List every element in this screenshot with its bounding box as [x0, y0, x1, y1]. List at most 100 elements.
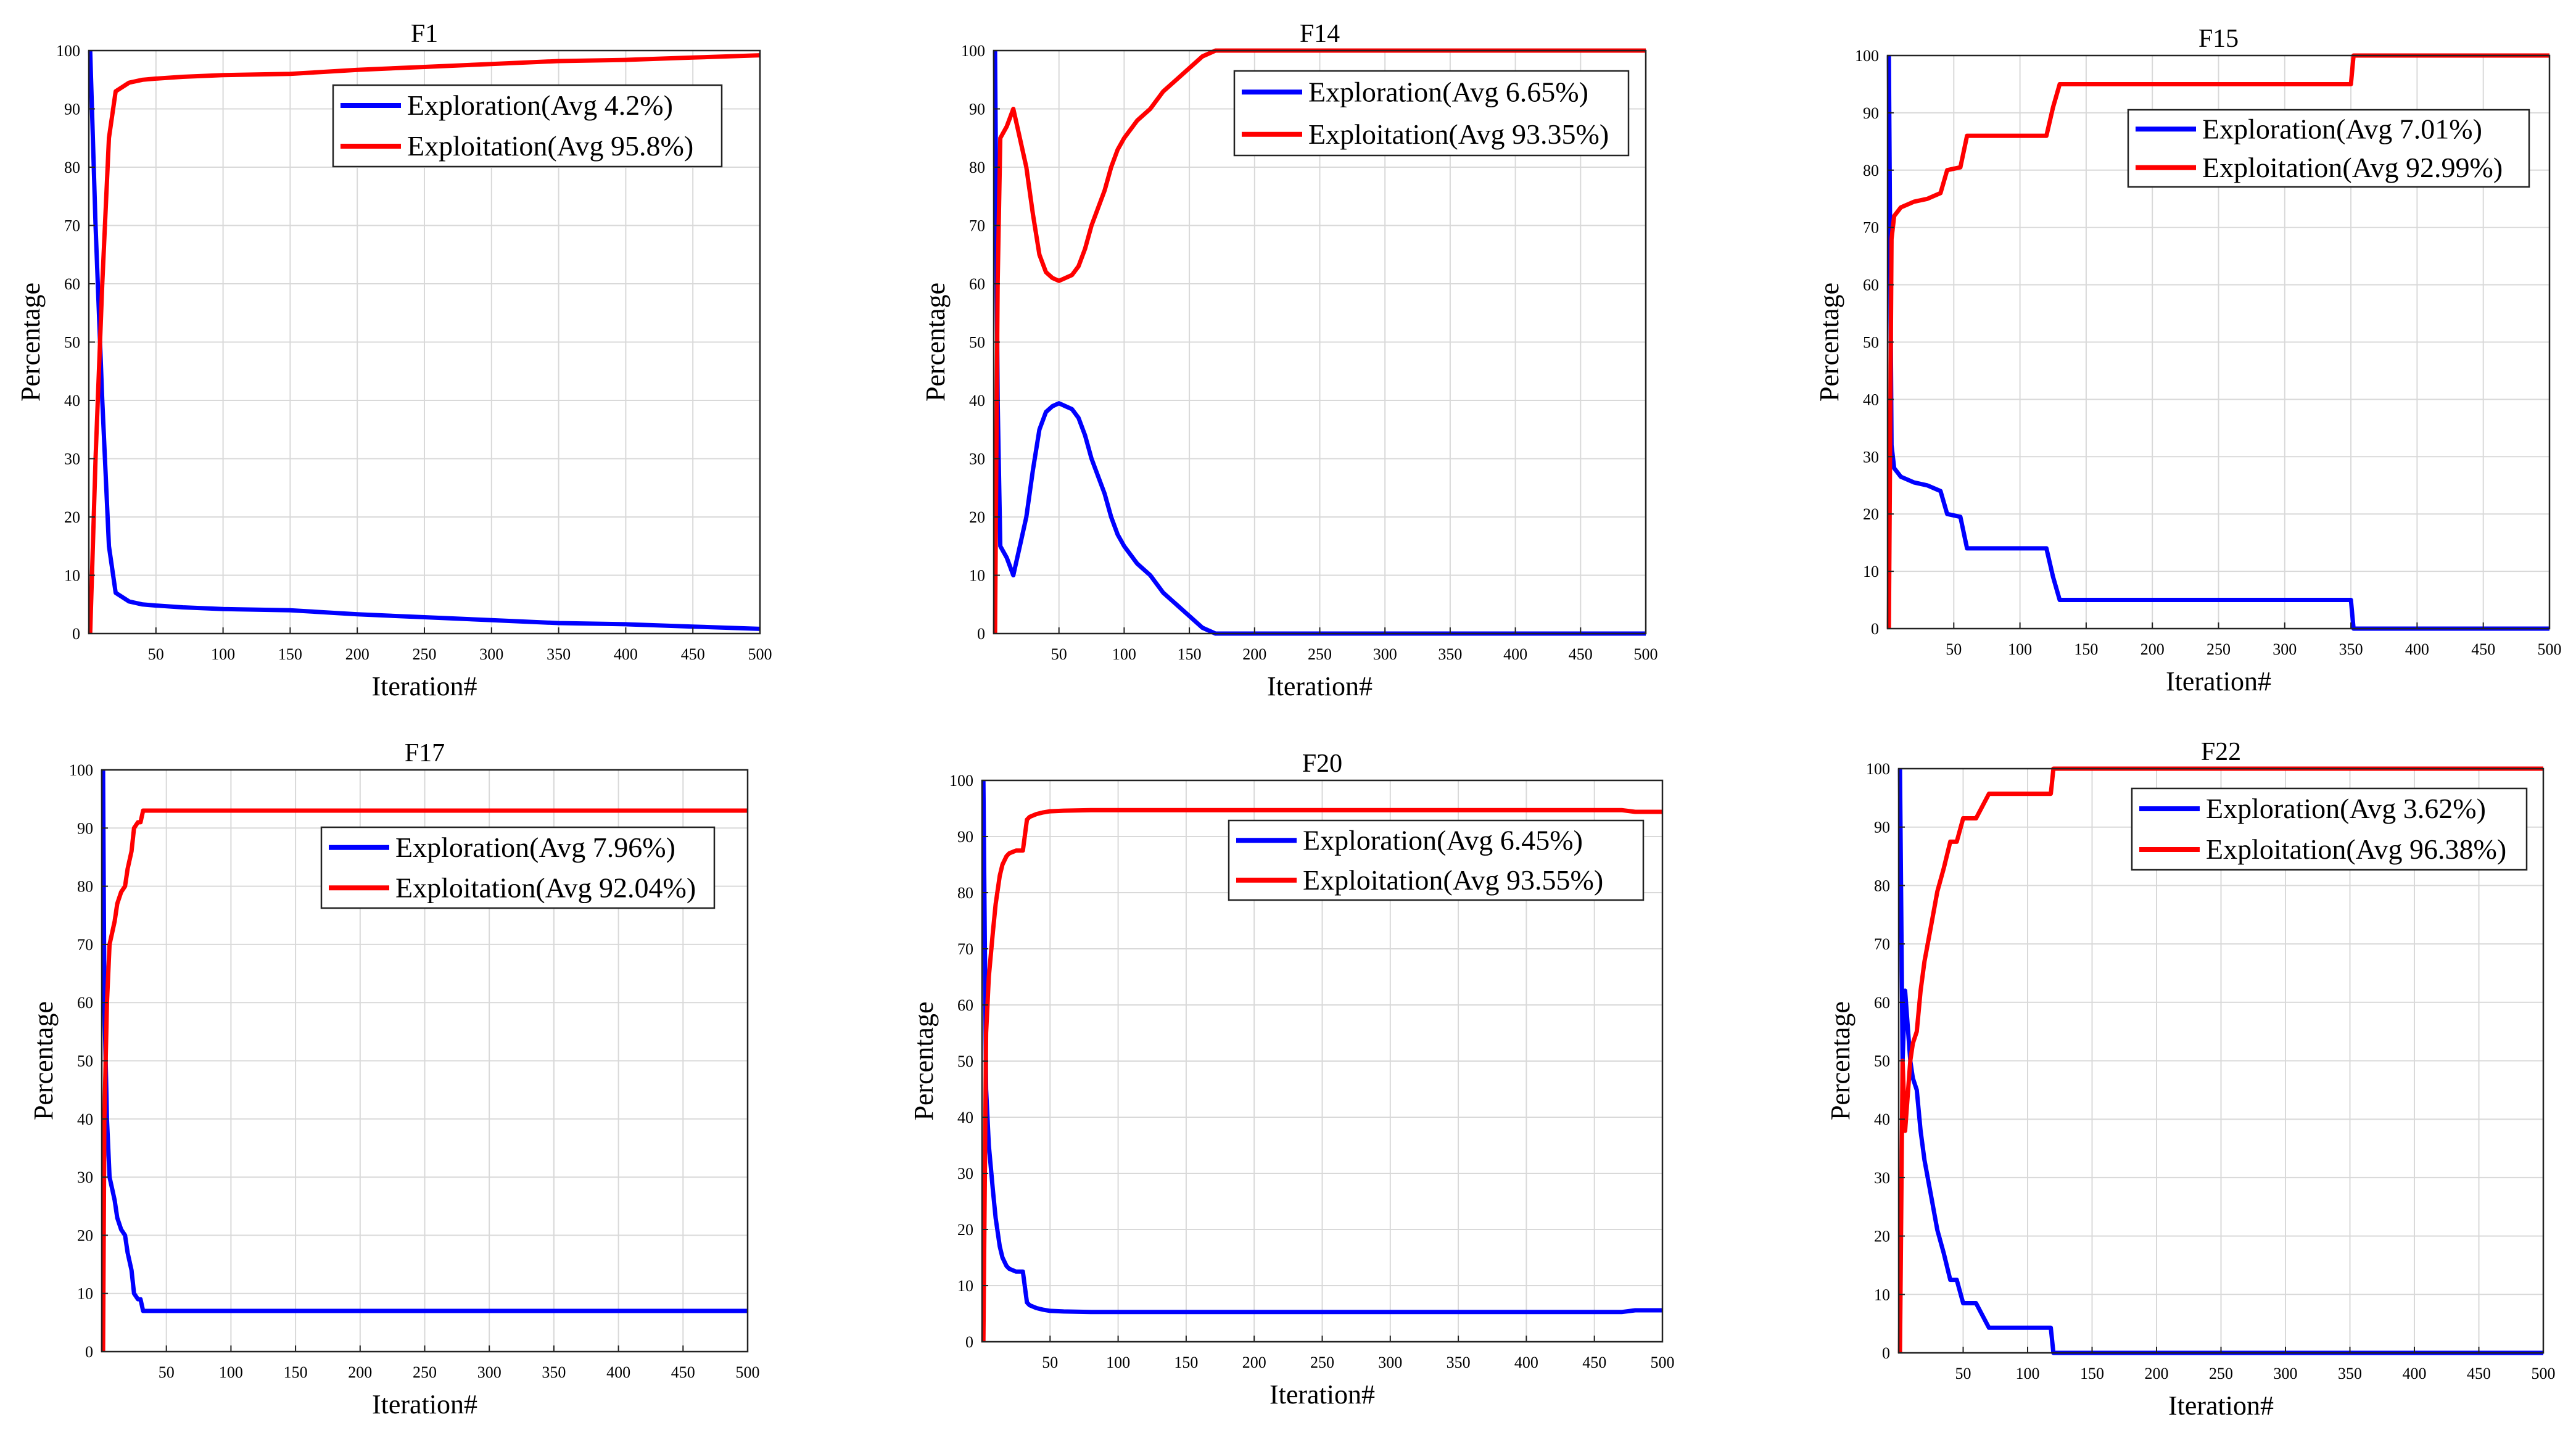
y-axis-label: Percentage	[909, 1002, 939, 1121]
y-tick-label: 60	[1863, 276, 1879, 294]
x-tick-label: 100	[2016, 1365, 2040, 1382]
chart-title: F1	[411, 20, 438, 48]
x-tick-label: 400	[1503, 645, 1527, 663]
legend-exploration-label: Exploration(Avg 6.65%)	[1308, 76, 1588, 107]
y-tick-label: 40	[957, 1109, 973, 1126]
y-tick-label: 0	[1871, 620, 1879, 638]
exploitation-line	[993, 48, 1646, 634]
x-tick-label: 100	[2008, 640, 2032, 658]
x-tick-label: 200	[1242, 1353, 1266, 1371]
x-tick-label: 400	[2403, 1365, 2427, 1382]
y-tick-label: 50	[957, 1052, 973, 1070]
y-axis-label: Percentage	[920, 283, 951, 402]
x-tick-label: 300	[2273, 640, 2297, 658]
legend-exploitation-label: Exploitation(Avg 92.99%)	[2202, 152, 2503, 183]
legend-exploitation-label: Exploitation(Avg 92.04%)	[395, 872, 696, 903]
y-tick-label: 80	[969, 159, 985, 176]
exploitation-line	[101, 808, 748, 1352]
x-tick-label: 150	[284, 1363, 308, 1381]
y-tick-label: 30	[1863, 448, 1879, 466]
x-tick-label: 150	[278, 645, 302, 663]
exploration-line	[993, 50, 1646, 636]
legend-box	[2127, 109, 2530, 188]
y-tick-label: 40	[1863, 390, 1879, 408]
y-tick-label: 100	[1855, 47, 1879, 65]
y-tick-label: 60	[1874, 994, 1890, 1012]
x-tick-label: 100	[211, 645, 235, 663]
chart-panel-f20: 50 100 150 200 250 300 350 400 450 500 0 10 20 30 40 50…	[909, 750, 1675, 1410]
x-tick-label: 350	[1447, 1353, 1471, 1371]
y-tick-label: 20	[1874, 1228, 1890, 1246]
y-tick-label: 90	[64, 101, 80, 118]
y-tick-label: 60	[969, 275, 985, 293]
y-tick-label: 90	[969, 101, 985, 118]
x-tick-label: 150	[2074, 640, 2098, 658]
y-tick-label: 40	[77, 1110, 93, 1128]
y-tick-label: 20	[1863, 505, 1879, 523]
y-tick-label: 70	[969, 217, 985, 235]
y-axis-label: Percentage	[1825, 1001, 1856, 1120]
x-tick-label: 200	[2140, 640, 2165, 658]
chart-title: F15	[2198, 25, 2239, 53]
x-axis-label: Iteration#	[372, 1389, 477, 1419]
x-tick-label: 300	[479, 645, 503, 663]
chart-title: F20	[1302, 750, 1342, 778]
y-tick-label: 100	[961, 42, 985, 60]
x-tick-label: 350	[2338, 1365, 2362, 1382]
x-tick-label: 350	[2339, 640, 2363, 658]
y-tick-label: 20	[77, 1226, 93, 1244]
x-tick-label: 350	[1438, 645, 1462, 663]
x-tick-label: 250	[2209, 1365, 2233, 1382]
x-tick-label: 400	[1514, 1353, 1538, 1371]
x-tick-label: 500	[736, 1363, 760, 1381]
x-tick-label: 50	[1051, 645, 1067, 663]
y-tick-label: 100	[1866, 760, 1890, 778]
y-tick-label: 80	[1874, 877, 1890, 895]
x-tick-label: 500	[1651, 1353, 1675, 1371]
x-tick-label: 300	[2274, 1365, 2298, 1382]
x-axis-label: Iteration#	[1269, 1379, 1375, 1410]
y-tick-label: 90	[1863, 104, 1879, 122]
y-tick-label: 100	[949, 772, 973, 790]
y-tick-label: 70	[77, 936, 93, 954]
x-tick-label: 50	[1955, 1365, 1971, 1382]
x-tick-label: 150	[1174, 1353, 1198, 1371]
x-tick-label: 500	[1634, 645, 1658, 663]
y-tick-label: 10	[969, 567, 985, 585]
y-tick-label: 40	[969, 392, 985, 410]
y-tick-label: 50	[1863, 334, 1879, 352]
x-tick-label: 250	[413, 1363, 437, 1381]
y-tick-label: 10	[64, 567, 80, 585]
y-tick-label: 60	[957, 996, 973, 1014]
x-tick-label: 200	[2145, 1365, 2169, 1382]
y-tick-label: 20	[64, 508, 80, 526]
x-tick-label: 500	[2532, 1365, 2556, 1382]
x-tick-label: 450	[671, 1363, 695, 1381]
exploration-line	[981, 780, 1662, 1315]
x-tick-label: 450	[2467, 1365, 2491, 1382]
x-tick-label: 50	[148, 645, 164, 663]
x-tick-label: 350	[547, 645, 571, 663]
x-tick-label: 100	[219, 1363, 243, 1381]
x-tick-label: 50	[1946, 640, 1962, 658]
y-tick-label: 30	[957, 1165, 973, 1183]
x-axis-label: Iteration#	[2168, 1390, 2274, 1421]
x-tick-label: 500	[2538, 640, 2562, 658]
x-tick-label: 300	[1378, 1353, 1402, 1371]
x-tick-label: 50	[1042, 1353, 1058, 1371]
legend-exploration-label: Exploration(Avg 7.01%)	[2202, 113, 2482, 144]
chart-title: F14	[1300, 20, 1340, 48]
y-tick-label: 90	[957, 828, 973, 846]
chart-panel-f17: 50 100 150 200 250 300 350 400 450 500 0 10 20 30 40 50…	[28, 739, 760, 1419]
legend: Exploration(Avg 7.96%) Exploitation(Avg 9…	[320, 826, 716, 909]
legend-exploitation-label: Exploitation(Avg 96.38%)	[2206, 833, 2506, 865]
y-tick-label: 0	[965, 1333, 973, 1351]
y-tick-label: 70	[1863, 219, 1879, 237]
y-tick-label: 90	[1874, 819, 1890, 837]
x-tick-label: 250	[1310, 1353, 1334, 1371]
legend: Exploration(Avg 6.65%) Exploitation(Avg 9…	[1233, 70, 1630, 157]
y-axis-label: Percentage	[28, 1001, 59, 1120]
legend-exploration-label: Exploration(Avg 6.45%)	[1303, 824, 1583, 856]
y-tick-label: 0	[977, 625, 985, 643]
x-tick-label: 450	[2471, 640, 2495, 658]
